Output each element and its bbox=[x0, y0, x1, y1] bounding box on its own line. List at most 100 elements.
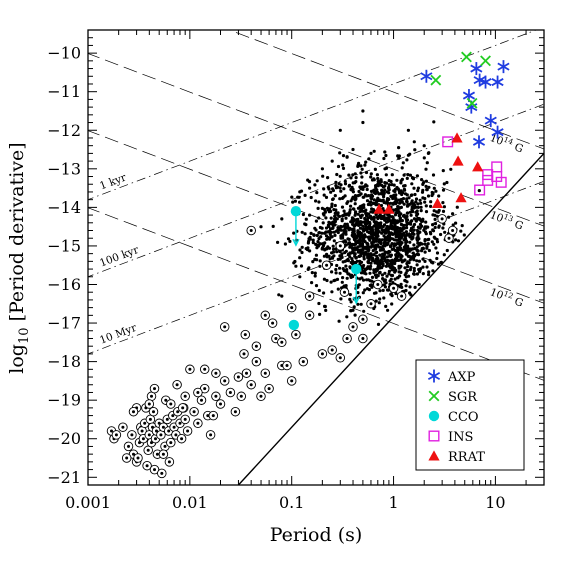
binary-pulsar-point bbox=[335, 241, 346, 251]
binary-pulsar-point bbox=[260, 368, 271, 378]
pulsar-point bbox=[369, 196, 373, 201]
pulsar-point bbox=[382, 296, 386, 300]
pulsar-point bbox=[360, 187, 364, 191]
pulsar-point bbox=[344, 264, 348, 268]
pulsar-point bbox=[397, 146, 401, 150]
pulsar-point bbox=[353, 236, 357, 240]
pulsar-point bbox=[300, 245, 304, 249]
pulsar-point bbox=[375, 254, 379, 258]
pulsar-point bbox=[340, 219, 344, 223]
pulsar-point bbox=[372, 271, 376, 275]
pulsar-point bbox=[455, 205, 459, 209]
pulsar-point bbox=[353, 172, 357, 176]
pulsar-point bbox=[346, 257, 350, 261]
binary-pulsar-dot bbox=[285, 364, 289, 367]
binary-pulsar-point bbox=[164, 457, 175, 467]
pulsar-point bbox=[350, 243, 354, 247]
pulsar-point bbox=[408, 268, 412, 272]
pulsar-point bbox=[341, 163, 345, 167]
pulsar-point bbox=[412, 255, 416, 260]
pulsar-point bbox=[415, 245, 419, 249]
pulsar-point bbox=[407, 232, 411, 237]
pulsar-point bbox=[429, 232, 433, 236]
pulsar-point bbox=[386, 308, 390, 312]
x-tick-label: 10 bbox=[485, 493, 505, 512]
pulsar-point bbox=[378, 297, 382, 301]
pulsar-point bbox=[399, 270, 403, 274]
pulsar-point bbox=[368, 266, 372, 270]
pulsar-point bbox=[361, 291, 365, 295]
field-line-label-unit-0: G bbox=[510, 140, 525, 155]
pulsar-point bbox=[259, 225, 263, 229]
pulsar-point bbox=[304, 247, 308, 251]
pulsar-point bbox=[405, 226, 409, 230]
pulsar-point bbox=[378, 270, 382, 274]
pulsar-point bbox=[320, 231, 324, 235]
pulsar-point bbox=[436, 210, 440, 214]
pulsar-point bbox=[410, 193, 414, 197]
pulsar-point bbox=[343, 194, 347, 198]
pulsar-point bbox=[427, 185, 431, 189]
pulsar-point bbox=[360, 167, 364, 171]
pulsar-point bbox=[406, 128, 410, 132]
pulsar-point bbox=[411, 247, 415, 251]
pulsar-point bbox=[317, 216, 321, 220]
pulsar-point bbox=[454, 238, 458, 242]
binary-pulsar-dot bbox=[200, 398, 203, 402]
pulsar-point bbox=[353, 246, 357, 250]
rrat-point bbox=[472, 161, 484, 172]
pulsar-point bbox=[445, 248, 449, 253]
pulsar-point bbox=[405, 200, 409, 204]
pulsar-point bbox=[318, 242, 322, 246]
binary-pulsar-dot bbox=[196, 391, 200, 394]
binary-pulsar-point bbox=[205, 430, 216, 440]
cco-point bbox=[290, 206, 302, 217]
pulsar-point bbox=[383, 259, 387, 263]
pulsar-point bbox=[331, 226, 335, 230]
pulsar-point bbox=[349, 187, 353, 192]
pulsar-point bbox=[382, 192, 386, 196]
x-axis-title: Period (s) bbox=[270, 524, 363, 546]
pulsar-point bbox=[330, 270, 334, 274]
pulsar-point bbox=[369, 216, 373, 220]
pulsar-point bbox=[435, 237, 439, 242]
pulsar-point bbox=[356, 222, 360, 226]
binary-pulsar-dot bbox=[320, 352, 324, 356]
pulsar-point bbox=[369, 261, 373, 265]
pulsar-point bbox=[399, 197, 403, 202]
binary-pulsar-dot bbox=[214, 394, 218, 398]
pulsar-point bbox=[378, 289, 382, 293]
pulsar-point bbox=[374, 190, 378, 194]
pulsar-point bbox=[422, 156, 426, 160]
pulsar-point bbox=[414, 200, 418, 204]
pulsar-point bbox=[414, 205, 418, 209]
pulsar-point bbox=[362, 227, 366, 231]
field-line-label-exp-1: 13 bbox=[502, 212, 514, 224]
pulsar-point bbox=[393, 187, 397, 191]
pulsar-point bbox=[303, 232, 307, 236]
pulsar-point bbox=[397, 154, 401, 158]
pulsar-point bbox=[312, 233, 316, 237]
pulsar-point bbox=[317, 288, 321, 293]
pulsar-point bbox=[341, 154, 346, 158]
pulsar-point bbox=[441, 188, 446, 192]
field-line-1 bbox=[88, 53, 544, 227]
pulsar-point bbox=[412, 232, 416, 236]
pulsar-point bbox=[412, 186, 416, 190]
binary-pulsar-dot bbox=[369, 302, 373, 306]
pulsar-point bbox=[384, 173, 388, 177]
pulsar-point bbox=[415, 272, 419, 276]
pulsar-point bbox=[323, 209, 327, 214]
pulsar-point bbox=[380, 266, 384, 270]
pulsar-point bbox=[348, 297, 352, 301]
binary-pulsar-point bbox=[304, 291, 315, 301]
pulsar-point bbox=[368, 271, 372, 275]
pulsar-point bbox=[338, 271, 342, 275]
pulsar-point bbox=[415, 236, 419, 240]
pulsar-point bbox=[292, 261, 296, 265]
pulsar-point bbox=[375, 215, 379, 219]
pulsar-point bbox=[358, 277, 362, 281]
pulsar-point bbox=[324, 195, 329, 199]
pulsar-point bbox=[369, 210, 373, 214]
pulsar-point bbox=[352, 242, 356, 247]
